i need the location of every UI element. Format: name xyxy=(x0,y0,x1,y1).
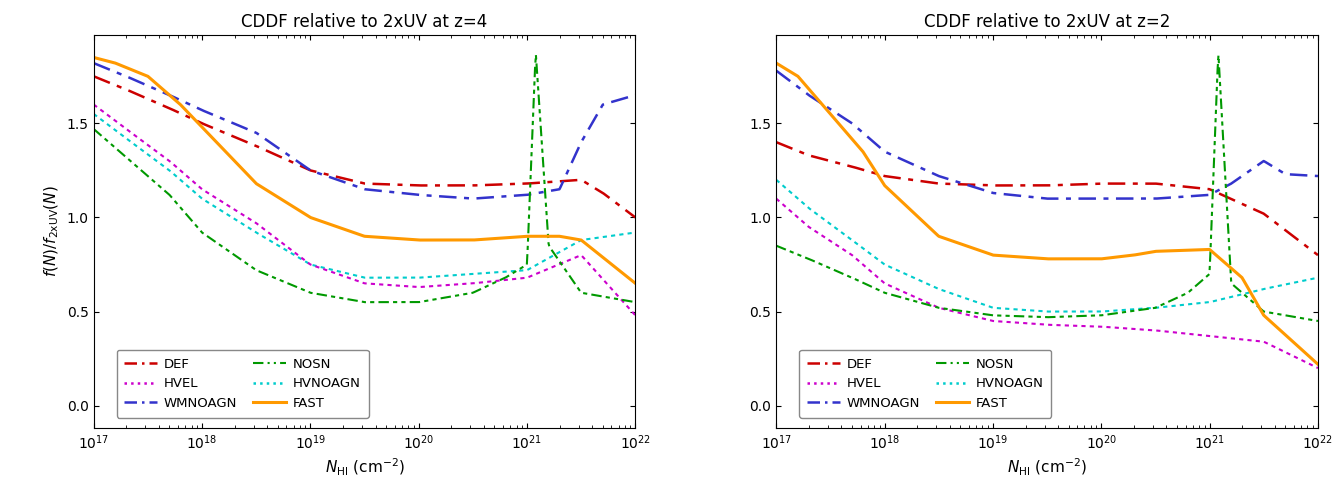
X-axis label: $N_{\rm HI}$ (cm$^{-2}$): $N_{\rm HI}$ (cm$^{-2}$) xyxy=(1008,457,1086,479)
Legend: DEF, HVEL, WMNOAGN, NOSN, HVNOAGN, FAST: DEF, HVEL, WMNOAGN, NOSN, HVNOAGN, FAST xyxy=(799,350,1052,418)
Title: CDDF relative to 2xUV at z=4: CDDF relative to 2xUV at z=4 xyxy=(241,12,487,30)
X-axis label: $N_{\rm HI}$ (cm$^{-2}$): $N_{\rm HI}$ (cm$^{-2}$) xyxy=(325,457,404,479)
Y-axis label: $f(N) / f_{\rm 2xUV}(N)$: $f(N) / f_{\rm 2xUV}(N)$ xyxy=(43,186,62,277)
Title: CDDF relative to 2xUV at z=2: CDDF relative to 2xUV at z=2 xyxy=(923,12,1171,30)
Legend: DEF, HVEL, WMNOAGN, NOSN, HVNOAGN, FAST: DEF, HVEL, WMNOAGN, NOSN, HVNOAGN, FAST xyxy=(116,350,368,418)
